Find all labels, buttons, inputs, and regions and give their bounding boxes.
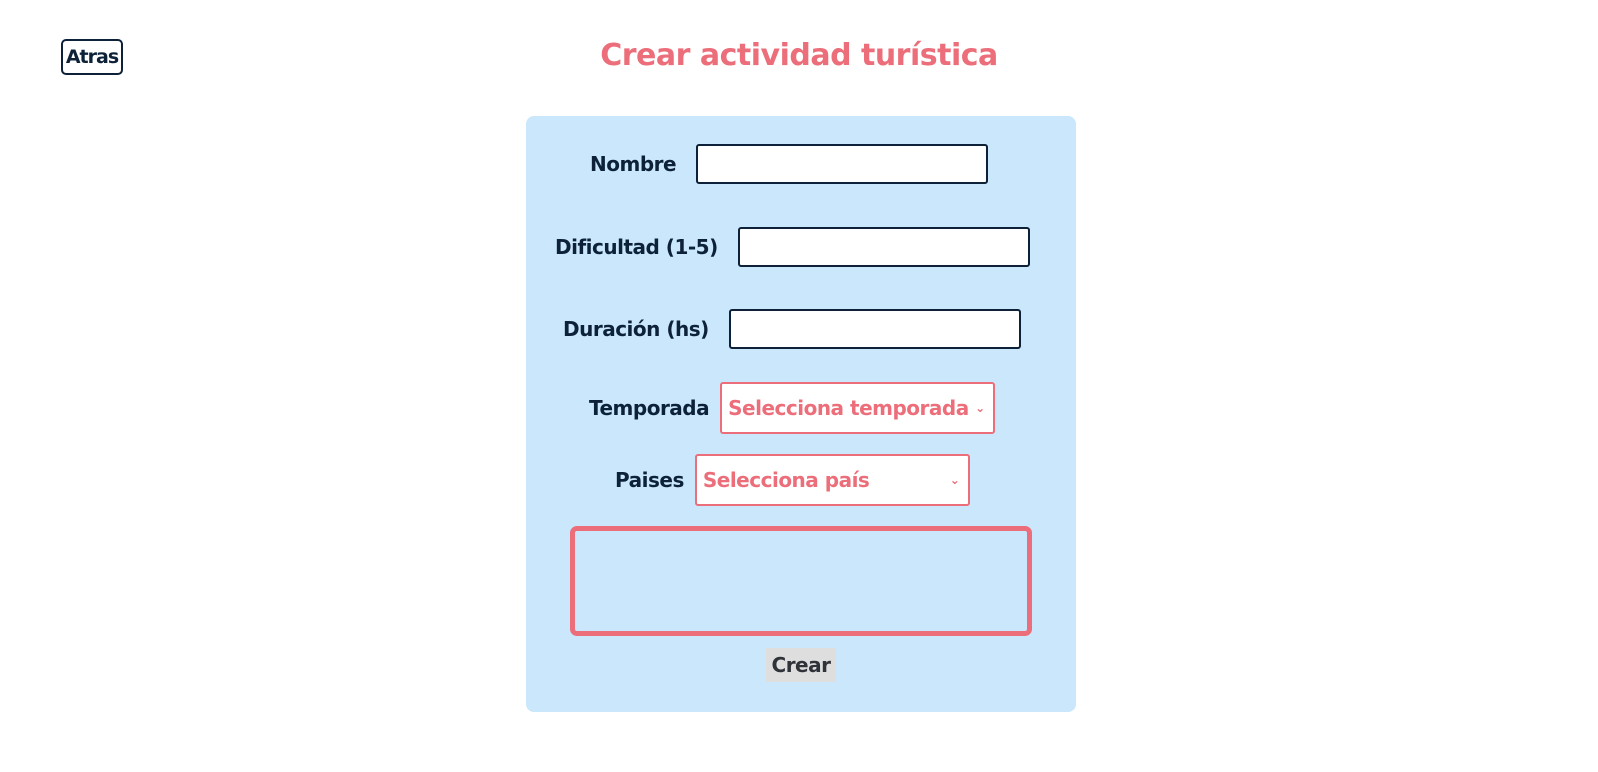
nombre-input[interactable] <box>696 144 989 184</box>
paises-label: Paises <box>615 468 684 492</box>
dificultad-row: Dificultad (1-5) <box>555 227 1030 267</box>
dificultad-label: Dificultad (1-5) <box>555 235 718 259</box>
nombre-row: Nombre <box>590 144 989 184</box>
nombre-label: Nombre <box>590 152 677 176</box>
temporada-label: Temporada <box>589 396 710 420</box>
paises-selected-value: Selecciona país <box>702 468 870 492</box>
duracion-row: Duración (hs) <box>563 309 1021 349</box>
duracion-label: Duración (hs) <box>563 317 709 341</box>
temporada-selected-value: Selecciona temporada <box>728 396 969 420</box>
paises-select[interactable]: Selecciona país ⌄ <box>694 454 970 506</box>
chevron-down-icon: ⌄ <box>975 401 986 415</box>
activity-form: Nombre Dificultad (1-5) Duración (hs) Te… <box>526 116 1076 712</box>
chevron-down-icon: ⌄ <box>949 473 960 487</box>
temporada-select[interactable]: Selecciona temporada ⌄ <box>720 382 996 434</box>
create-button[interactable]: Crear <box>766 648 836 682</box>
temporada-row: Temporada Selecciona temporada ⌄ <box>589 382 996 434</box>
paises-row: Paises Selecciona país ⌄ <box>615 454 970 506</box>
duracion-input[interactable] <box>728 309 1021 349</box>
dificultad-input[interactable] <box>737 227 1030 267</box>
page-title: Crear actividad turística <box>600 38 998 73</box>
error-message-box <box>570 526 1032 636</box>
back-button[interactable]: Atras <box>61 39 123 75</box>
